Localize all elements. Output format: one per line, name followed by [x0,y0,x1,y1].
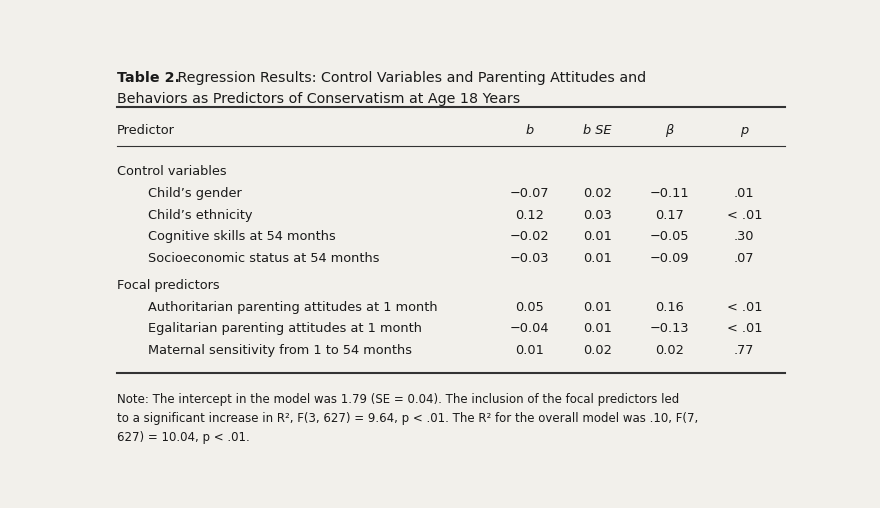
Text: −0.09: −0.09 [649,252,689,265]
Text: Regression Results: Control Variables and Parenting Attitudes and: Regression Results: Control Variables an… [172,71,646,85]
Text: 0.01: 0.01 [583,230,612,243]
Text: −0.04: −0.04 [510,323,549,335]
Text: Socioeconomic status at 54 months: Socioeconomic status at 54 months [148,252,379,265]
Text: p: p [740,124,748,137]
Text: −0.02: −0.02 [510,230,549,243]
Text: Behaviors as Predictors of Conservatism at Age 18 Years: Behaviors as Predictors of Conservatism … [117,92,520,106]
Text: 0.12: 0.12 [515,208,544,221]
Text: < .01: < .01 [727,323,762,335]
Text: 0.02: 0.02 [655,344,684,357]
Text: 0.05: 0.05 [515,301,544,313]
Text: 0.16: 0.16 [655,301,684,313]
Text: Focal predictors: Focal predictors [117,279,219,292]
Text: 0.17: 0.17 [655,208,684,221]
Text: 0.01: 0.01 [583,323,612,335]
Text: < .01: < .01 [727,301,762,313]
Text: Predictor: Predictor [117,124,175,137]
Text: 0.02: 0.02 [583,187,612,200]
Text: 627) = 10.04, p < .01.: 627) = 10.04, p < .01. [117,431,250,443]
Text: 0.01: 0.01 [583,301,612,313]
Text: −0.05: −0.05 [649,230,689,243]
Text: .77: .77 [734,344,754,357]
Text: .07: .07 [734,252,754,265]
Text: .01: .01 [734,187,754,200]
Text: −0.07: −0.07 [510,187,549,200]
Text: 0.03: 0.03 [583,208,612,221]
Text: 0.02: 0.02 [583,344,612,357]
Text: 0.01: 0.01 [583,252,612,265]
Text: Child’s ethnicity: Child’s ethnicity [148,208,252,221]
Text: Cognitive skills at 54 months: Cognitive skills at 54 months [148,230,335,243]
Text: Control variables: Control variables [117,165,226,178]
Text: Note: The intercept in the model was 1.79 (SE = 0.04). The inclusion of the foca: Note: The intercept in the model was 1.7… [117,393,679,406]
Text: Egalitarian parenting attitudes at 1 month: Egalitarian parenting attitudes at 1 mon… [148,323,422,335]
Text: Authoritarian parenting attitudes at 1 month: Authoritarian parenting attitudes at 1 m… [148,301,437,313]
Text: Child’s gender: Child’s gender [148,187,241,200]
Text: −0.11: −0.11 [649,187,689,200]
Text: b: b [525,124,533,137]
Text: −0.03: −0.03 [510,252,549,265]
Text: β: β [665,124,673,137]
Text: −0.13: −0.13 [649,323,689,335]
Text: Maternal sensitivity from 1 to 54 months: Maternal sensitivity from 1 to 54 months [148,344,412,357]
Text: < .01: < .01 [727,208,762,221]
Text: b SE: b SE [583,124,612,137]
Text: 0.01: 0.01 [515,344,544,357]
Text: .30: .30 [734,230,754,243]
Text: to a significant increase in R², F(3, 627) = 9.64, p < .01. The R² for the overa: to a significant increase in R², F(3, 62… [117,412,698,425]
Text: Table 2.: Table 2. [117,71,180,85]
